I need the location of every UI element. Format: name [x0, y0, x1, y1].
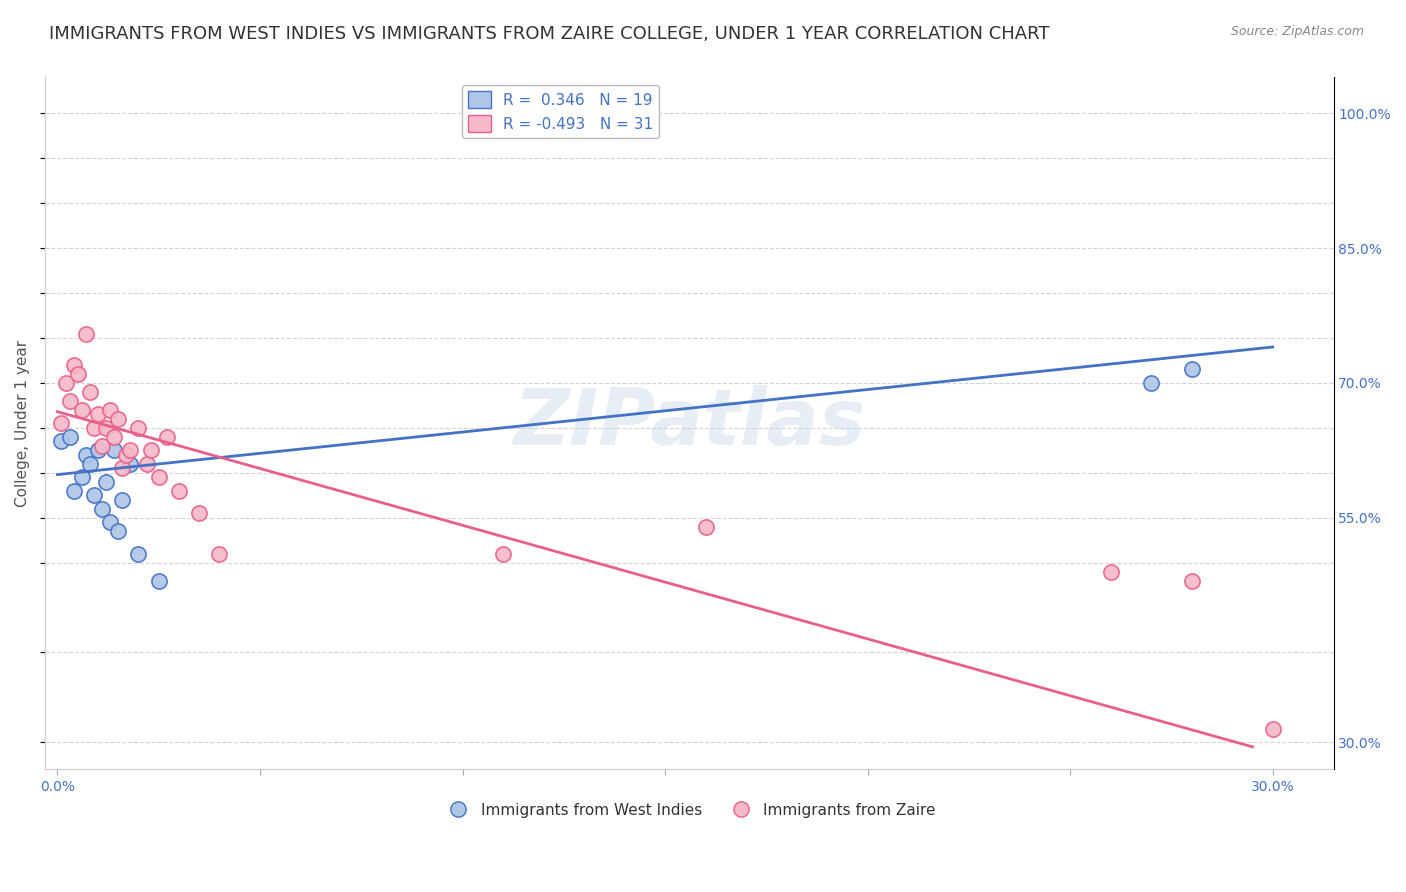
Point [70, 403, 93, 417]
Point [111, 492, 134, 507]
Point [103, 430, 125, 444]
Point [127, 421, 149, 435]
Point [75, 326, 97, 341]
Y-axis label: College, Under 1 year: College, Under 1 year [15, 340, 30, 507]
Point [1261, 722, 1284, 736]
Point [94, 475, 117, 489]
Point [127, 547, 149, 561]
Point [1140, 376, 1163, 390]
Point [167, 483, 190, 498]
Point [188, 506, 211, 520]
Point [1181, 362, 1204, 376]
Point [83, 421, 105, 435]
Point [75, 448, 97, 462]
Text: Source: ZipAtlas.com: Source: ZipAtlas.com [1230, 25, 1364, 38]
Point [94, 421, 117, 435]
Point [103, 443, 125, 458]
Point [208, 547, 231, 561]
Point [492, 547, 515, 561]
Point [58, 393, 80, 408]
Point [51, 434, 73, 449]
Point [1181, 574, 1204, 588]
Point [1099, 565, 1122, 579]
Point [120, 443, 142, 458]
Point [115, 448, 138, 462]
Legend: Immigrants from West Indies, Immigrants from Zaire: Immigrants from West Indies, Immigrants … [437, 797, 942, 824]
Point [98, 515, 121, 529]
Point [79, 384, 101, 399]
Point [98, 403, 121, 417]
Point [66, 367, 89, 381]
Point [111, 461, 134, 475]
Point [58, 430, 80, 444]
Text: IMMIGRANTS FROM WEST INDIES VS IMMIGRANTS FROM ZAIRE COLLEGE, UNDER 1 YEAR CORRE: IMMIGRANTS FROM WEST INDIES VS IMMIGRANT… [49, 25, 1050, 43]
Text: ZIPatlas: ZIPatlas [513, 385, 866, 461]
Point [62, 358, 84, 372]
Point [120, 457, 142, 471]
Point [87, 408, 110, 422]
Point [91, 501, 114, 516]
Point [148, 470, 170, 484]
Point [107, 524, 129, 539]
Point [55, 376, 77, 390]
Point [107, 412, 129, 426]
Point [91, 439, 114, 453]
Point [62, 483, 84, 498]
Point [87, 443, 110, 458]
Point [148, 574, 170, 588]
Point [135, 457, 157, 471]
Point [70, 470, 93, 484]
Point [156, 430, 179, 444]
Point [695, 519, 717, 533]
Point [51, 417, 73, 431]
Point [79, 457, 101, 471]
Point [139, 443, 162, 458]
Point [83, 488, 105, 502]
